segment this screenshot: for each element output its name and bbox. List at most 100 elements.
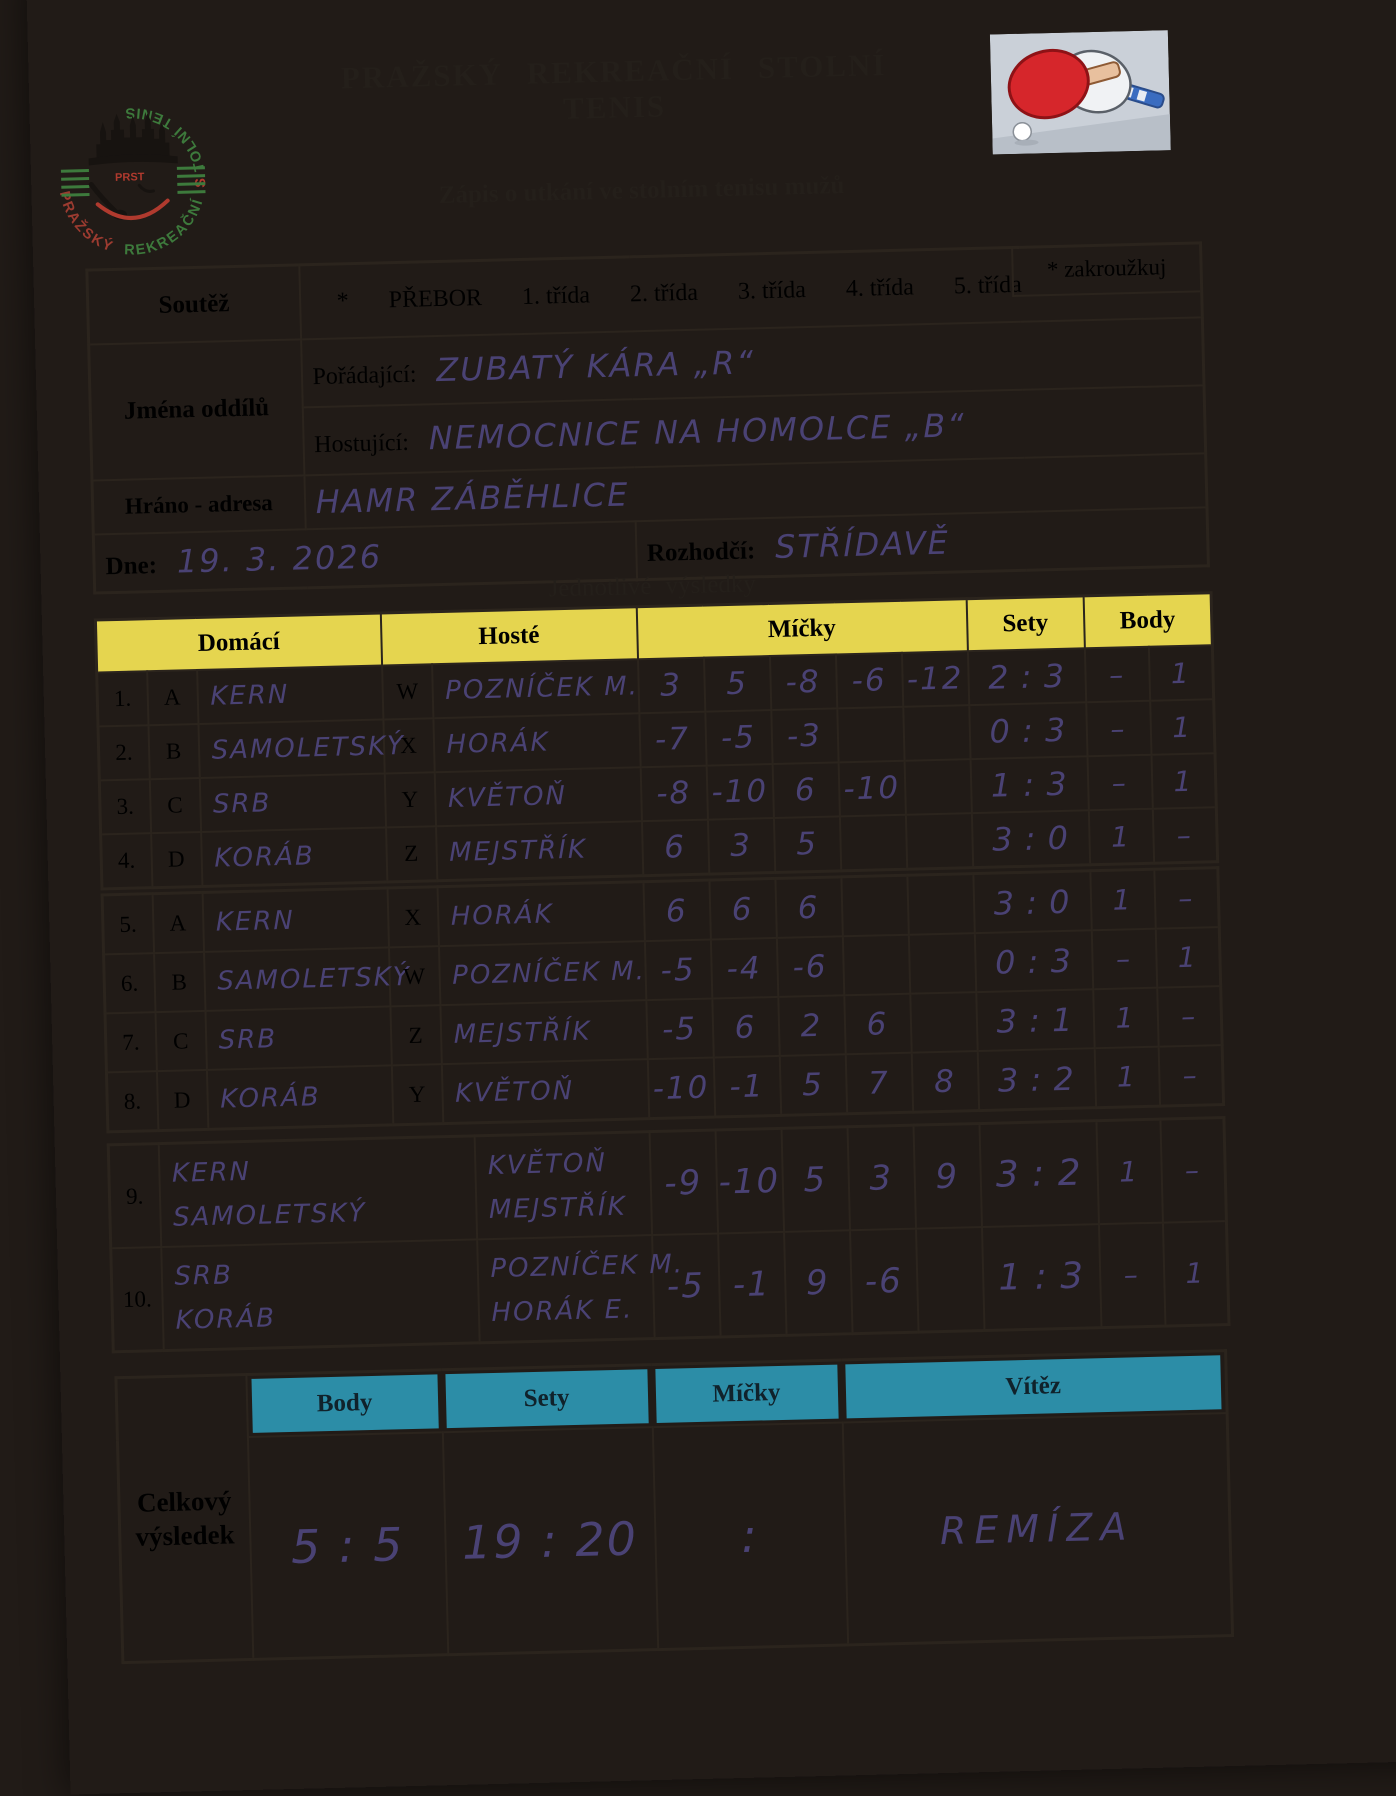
ball-score-4: 3 bbox=[847, 1125, 916, 1231]
guest-player: HORÁK bbox=[432, 713, 641, 773]
ball-score-2: -4 bbox=[710, 937, 778, 999]
ball-score-2: 3 bbox=[707, 817, 775, 875]
venue-value: HAMR ZÁBĚHLICE bbox=[315, 475, 630, 522]
sets-result: 3 : 2 bbox=[977, 1048, 1096, 1111]
guest-letter: X bbox=[387, 886, 439, 948]
ball-score-5: 8 bbox=[911, 1051, 979, 1113]
guest-player-2: MEJSTŘÍK bbox=[488, 1191, 627, 1225]
ball-score-3: -8 bbox=[769, 654, 837, 711]
match-number: 2. bbox=[98, 725, 150, 781]
col-header-points: Body bbox=[1083, 592, 1213, 649]
form-subtitle: Zápis o utkání ve stolním tenisu mužů bbox=[438, 172, 845, 209]
table-tennis-paddles-image bbox=[989, 30, 1171, 155]
summary-col-points: Body bbox=[246, 1370, 442, 1437]
sets-result: 3 : 2 bbox=[978, 1120, 1099, 1228]
home-letter: D bbox=[156, 1069, 208, 1131]
home-doubles-pair: KERN SAMOLETSKÝ bbox=[158, 1135, 477, 1248]
points-guest: – bbox=[1156, 986, 1223, 1047]
guest-letter: Y bbox=[391, 1064, 443, 1125]
guest-player: KVĚTOŇ bbox=[434, 767, 642, 827]
points-home: 1 bbox=[1094, 1046, 1160, 1108]
ball-score-1: -10 bbox=[647, 1057, 715, 1119]
ball-score-2: 6 bbox=[711, 996, 780, 1058]
guest-player-2: HORÁK E. bbox=[491, 1294, 634, 1328]
ball-score-2: 6 bbox=[708, 878, 777, 940]
points-home: 1 bbox=[1088, 808, 1154, 865]
ball-score-2: -1 bbox=[717, 1231, 787, 1337]
col-header-balls: Míčky bbox=[636, 598, 968, 660]
guest-player: MEJSTŘÍK bbox=[435, 821, 643, 881]
circle-note: * zakroužkuj bbox=[1011, 242, 1201, 298]
ball-score-2: 5 bbox=[703, 656, 771, 712]
home-team-value: ZUBATÝ KÁRA „R“ bbox=[435, 343, 756, 390]
home-letter: C bbox=[155, 1010, 207, 1072]
match-info-table: Soutěž * PŘEBOR 1. třída 2. třída 3. tří… bbox=[85, 241, 1210, 595]
guest-player: POZNÍČEK M. bbox=[438, 941, 646, 1006]
ball-score-1: 6 bbox=[642, 880, 711, 942]
home-player-2: KORÁB bbox=[175, 1302, 277, 1336]
sets-result: 3 : 1 bbox=[975, 989, 1095, 1052]
option-trida-2: 2. třída bbox=[629, 279, 699, 307]
col-header-guest: Hosté bbox=[380, 606, 638, 666]
ball-score-3: 5 bbox=[773, 816, 841, 873]
results-table-2: 5. A KERN X HORÁK 6 6 6 3 : 0 1 – 6. B S… bbox=[100, 866, 1226, 1134]
guest-player-1: POZNÍČEK M. bbox=[489, 1248, 685, 1284]
home-player: KORÁB bbox=[206, 1065, 393, 1130]
ball-score-3: -6 bbox=[776, 936, 844, 997]
referee-value: STŘÍDAVĚ bbox=[774, 523, 951, 566]
sets-result: 1 : 3 bbox=[970, 756, 1089, 814]
match-number: 8. bbox=[106, 1071, 158, 1132]
guest-team-label: Hostující: bbox=[313, 429, 410, 459]
home-letter: A bbox=[152, 892, 204, 954]
ball-score-1: 3 bbox=[637, 657, 705, 714]
col-header-home: Domácí bbox=[95, 613, 382, 673]
ball-score-1: -8 bbox=[640, 765, 708, 822]
guest-player: KVĚTOŇ bbox=[441, 1059, 649, 1124]
home-letter: B bbox=[147, 724, 200, 780]
overall-result-label: Celkový výsledek bbox=[115, 1374, 253, 1663]
home-player: SRB bbox=[199, 773, 386, 832]
points-guest: 1 bbox=[1149, 699, 1216, 755]
option-prebor: PŘEBOR bbox=[388, 284, 483, 313]
guest-player: POZNÍČEK M. bbox=[431, 659, 639, 719]
sets-result: 3 : 0 bbox=[972, 870, 1092, 934]
red-paddle-icon bbox=[1007, 49, 1121, 120]
points-guest: 1 bbox=[1148, 645, 1214, 701]
points-home: – bbox=[1087, 754, 1153, 811]
ball-score-5 bbox=[909, 992, 978, 1053]
sets-result: 1 : 3 bbox=[981, 1224, 1101, 1331]
col-header-sets: Sety bbox=[966, 595, 1085, 652]
summary-col-sets: Sety bbox=[441, 1365, 652, 1433]
summary-col-winner: Vítěz bbox=[841, 1351, 1227, 1423]
home-player: KORÁB bbox=[200, 827, 387, 887]
home-letter: D bbox=[150, 831, 202, 888]
table-surface bbox=[992, 114, 1171, 155]
ball-score-3: 2 bbox=[777, 995, 846, 1056]
ball-score-5 bbox=[906, 873, 975, 935]
overall-result-table: Celkový výsledek Body Sety Míčky Vítěz 5… bbox=[114, 1349, 1235, 1665]
points-guest: – bbox=[1153, 867, 1220, 929]
points-home: 1 bbox=[1092, 987, 1159, 1049]
winner: REMÍZA bbox=[842, 1413, 1233, 1645]
guest-team-value: NEMOCNICE NA HOMOLCE „B“ bbox=[428, 406, 967, 458]
ball-score-5 bbox=[908, 933, 976, 994]
guest-doubles-pair: POZNÍČEK M. HORÁK E. bbox=[476, 1235, 685, 1343]
home-player-1: SRB bbox=[174, 1259, 234, 1292]
total-points: 5 : 5 bbox=[247, 1432, 448, 1660]
guest-letter: Z bbox=[385, 826, 437, 882]
points-home: – bbox=[1091, 928, 1157, 990]
castle-hill bbox=[88, 154, 178, 166]
home-player: SAMOLETSKÝ bbox=[203, 947, 411, 1011]
ball-score-2: -10 bbox=[715, 1128, 784, 1234]
summary-col-balls: Míčky bbox=[651, 1360, 842, 1427]
paddle-silhouette-icon bbox=[88, 181, 119, 215]
ball-score-4: -6 bbox=[849, 1228, 919, 1334]
option-star: * bbox=[336, 287, 349, 315]
ball-score-4 bbox=[836, 706, 905, 763]
guest-player: MEJSTŘÍK bbox=[439, 1000, 648, 1065]
points-home: – bbox=[1085, 700, 1152, 757]
points-guest: 1 bbox=[1151, 753, 1217, 809]
ball-score-3: 5 bbox=[779, 1054, 847, 1116]
date-label: Dne: bbox=[105, 551, 158, 580]
